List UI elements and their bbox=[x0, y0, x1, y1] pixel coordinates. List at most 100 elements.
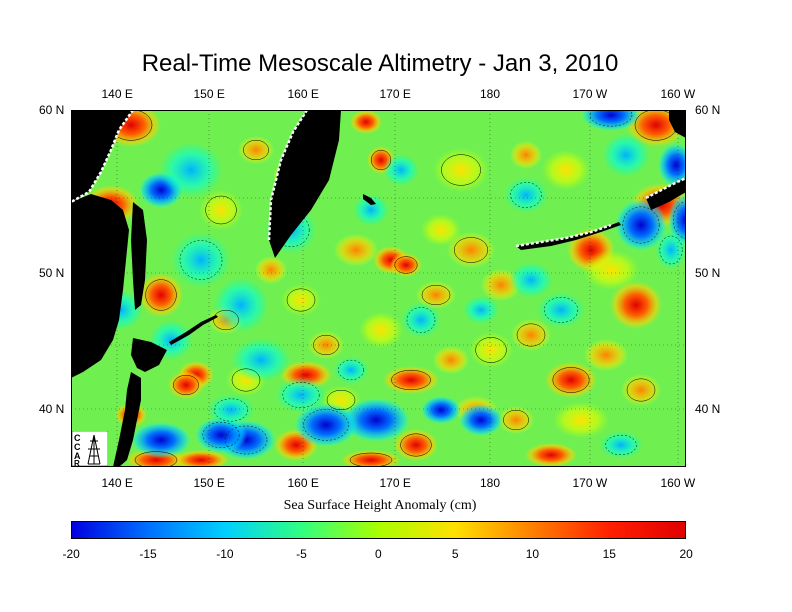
anomaly-blob bbox=[610, 281, 662, 329]
land-asia-coast bbox=[71, 194, 129, 378]
contour-line bbox=[303, 409, 349, 441]
latitude-label-right: 50 N bbox=[695, 266, 721, 280]
contour-line bbox=[231, 368, 261, 392]
contour-line bbox=[441, 154, 481, 186]
colorbar-tick-label: -5 bbox=[296, 547, 307, 561]
longitude-label-bottom: 150 E bbox=[193, 476, 225, 490]
contour-line bbox=[516, 323, 546, 347]
contour-line bbox=[243, 139, 269, 161]
contour-line bbox=[626, 378, 656, 402]
land-alaska bbox=[669, 110, 686, 138]
contour-line bbox=[326, 389, 356, 411]
colorbar-gradient bbox=[71, 521, 686, 539]
contour-line bbox=[213, 309, 239, 331]
anomaly-blob bbox=[509, 262, 553, 298]
contour-line bbox=[605, 434, 637, 456]
svg-text:R: R bbox=[74, 459, 80, 466]
latitude-label-right: 40 N bbox=[695, 402, 721, 416]
colorbar-tick-label: 15 bbox=[602, 547, 616, 561]
land-sakhalin bbox=[131, 202, 147, 310]
longitude-label-bottom: 170 E bbox=[379, 476, 411, 490]
anomaly-blob bbox=[131, 422, 191, 458]
anomaly-blob bbox=[334, 234, 378, 266]
colorbar-tick-label: 10 bbox=[525, 547, 540, 561]
land-alaska-pen bbox=[646, 178, 686, 210]
land-commander bbox=[363, 194, 376, 205]
longitude-label-top: 150 E bbox=[193, 87, 225, 101]
svg-text:C: C bbox=[74, 442, 81, 452]
colorbar-tick-label: -10 bbox=[216, 547, 234, 561]
land-honshu bbox=[113, 372, 141, 467]
anomaly-blob bbox=[463, 296, 499, 324]
contour-line bbox=[673, 201, 686, 239]
anomaly-blob bbox=[658, 143, 686, 187]
colorbar bbox=[71, 521, 686, 539]
contour-line bbox=[421, 284, 451, 306]
anomaly-blob bbox=[341, 450, 401, 467]
anomaly-blob bbox=[459, 404, 503, 436]
anomaly-blob bbox=[159, 142, 223, 198]
anomaly-blob bbox=[584, 339, 628, 371]
latitude-label-left: 60 N bbox=[39, 103, 65, 117]
anomaly-blob bbox=[173, 450, 229, 467]
anomaly-blob bbox=[213, 277, 269, 333]
latitude-label-left: 40 N bbox=[39, 402, 65, 416]
anomaly-blob bbox=[421, 214, 461, 246]
anomaly-blob bbox=[583, 250, 639, 290]
contour-line bbox=[406, 307, 436, 333]
anomaly-blob bbox=[359, 312, 403, 348]
contour-line bbox=[391, 369, 431, 391]
anomaly-blob bbox=[602, 133, 650, 177]
anomaly-blob bbox=[353, 194, 389, 226]
longitude-label-bottom: 140 E bbox=[101, 476, 133, 490]
colorbar-tick-label: 0 bbox=[375, 547, 382, 561]
svg-text:A: A bbox=[74, 451, 81, 461]
anomaly-blob bbox=[433, 346, 469, 374]
contour-line bbox=[475, 337, 507, 363]
anomaly-blob bbox=[255, 256, 287, 284]
contour-line bbox=[286, 288, 316, 312]
anomaly-blob bbox=[581, 110, 641, 131]
longitude-label-bottom: 160 E bbox=[287, 476, 319, 490]
coastal-edges bbox=[71, 110, 686, 248]
contour-line bbox=[213, 398, 249, 422]
contour-line bbox=[134, 451, 178, 467]
longitude-label-top: 140 E bbox=[101, 87, 133, 101]
longitude-label-bottom: 170 W bbox=[572, 476, 608, 490]
colorbar-tick-label: 5 bbox=[451, 547, 459, 561]
anomaly-blob bbox=[553, 402, 609, 438]
contour-line bbox=[453, 237, 489, 263]
map-title: Real-Time Mesoscale Altimetry - Jan 3, 2… bbox=[141, 50, 619, 77]
contour-line bbox=[622, 206, 660, 244]
land-hokkaido bbox=[131, 338, 167, 372]
anomaly-blob bbox=[655, 230, 686, 270]
longitude-label-top: 160 W bbox=[660, 87, 696, 101]
contour-line bbox=[503, 409, 529, 431]
contour-line bbox=[313, 334, 339, 356]
anomaly-blob bbox=[525, 443, 577, 467]
contour-line bbox=[145, 279, 177, 311]
contour-line bbox=[552, 367, 590, 393]
anomaly-blob bbox=[542, 150, 590, 190]
contour-line bbox=[349, 452, 393, 467]
longitude-label-top: 170 W bbox=[572, 87, 608, 101]
anomaly-blob bbox=[383, 154, 419, 186]
longitude-label-bottom: 180 bbox=[480, 476, 501, 490]
longitude-label-top: 160 E bbox=[287, 87, 319, 101]
colorbar-label: Sea Surface Height Anomaly (cm) bbox=[283, 498, 477, 513]
ccar-logo: C C A R bbox=[71, 430, 109, 468]
contour-line bbox=[400, 433, 432, 457]
contour-line bbox=[202, 422, 240, 448]
contour-line bbox=[338, 359, 364, 381]
longitude-label-bottom: 160 W bbox=[660, 476, 696, 490]
contour-line bbox=[173, 374, 199, 396]
colorbar-tick-label: -15 bbox=[139, 547, 157, 561]
anomaly-blob bbox=[231, 338, 291, 382]
colorbar-tick-label: 20 bbox=[679, 547, 693, 561]
contour-line bbox=[659, 235, 683, 265]
svg-text:C: C bbox=[74, 433, 81, 443]
contour-line bbox=[224, 425, 268, 455]
contour-line bbox=[394, 256, 418, 274]
anomaly-blob bbox=[510, 141, 542, 169]
map-grid bbox=[71, 110, 686, 467]
